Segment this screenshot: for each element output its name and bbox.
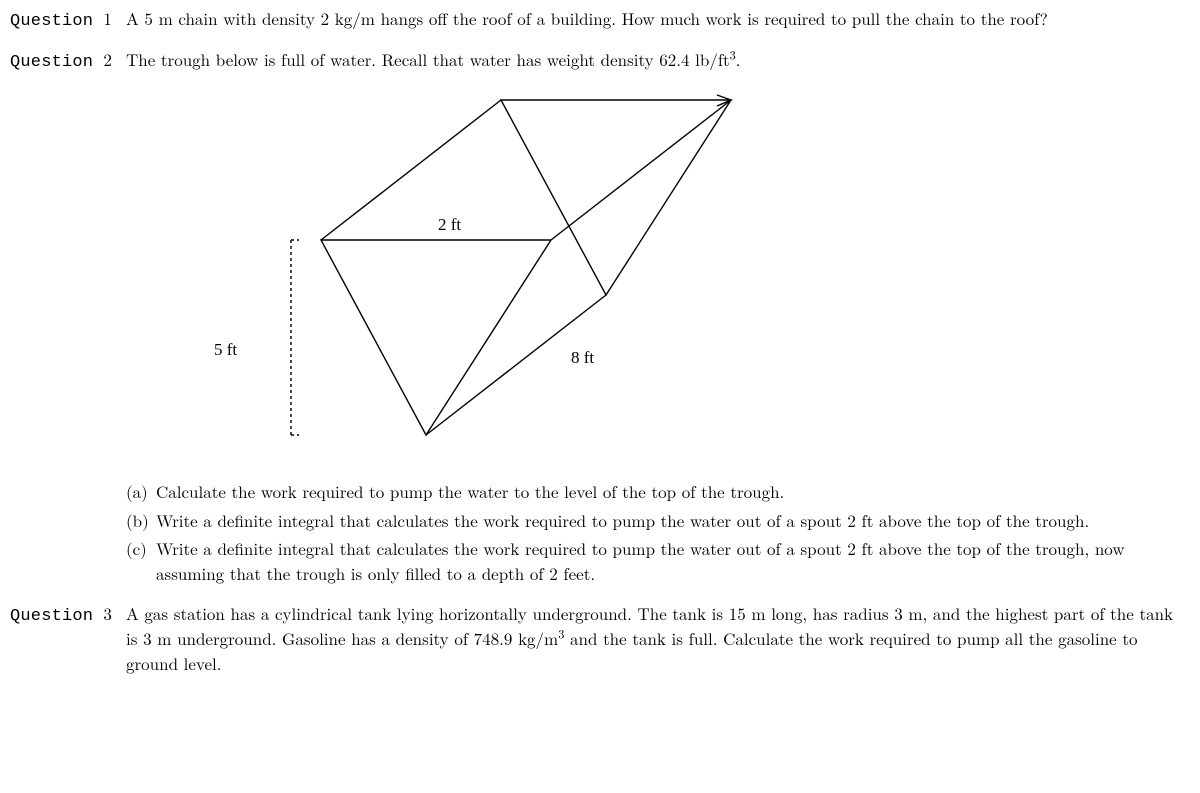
question-2-parts: (a) Calculate the work required to pump … [126, 479, 1190, 586]
question-label-text: Question [10, 607, 93, 626]
question-2-text-post: . [736, 47, 741, 71]
part-a-text: Calculate the work required to pump the … [156, 479, 1190, 504]
question-1: Question 1 A 5 m chain with density 2 kg… [10, 6, 1190, 35]
question-3-label: Question 3 [10, 601, 126, 675]
question-2-part-a: (a) Calculate the work required to pump … [126, 479, 1190, 504]
trough-diagram-container: 2 ft 5 ft 8 ft [176, 85, 1190, 461]
question-3-number: 3 [103, 601, 112, 625]
question-1-number: 1 [103, 6, 112, 30]
part-c-label: (c) [126, 536, 156, 585]
question-3-body: A gas station has a cylindrical tank lyi… [126, 601, 1190, 675]
question-2-body: The trough below is full of water. Recal… [126, 47, 1190, 590]
question-2-number: 2 [103, 47, 112, 71]
question-2-part-b: (b) Write a definite integral that calcu… [126, 508, 1190, 533]
diagram-label-5ft: 5 ft [214, 340, 237, 359]
question-2-part-c: (c) Write a definite integral that calcu… [126, 536, 1190, 585]
question-label-text: Question [10, 53, 93, 72]
question-2-label: Question 2 [10, 47, 126, 590]
question-1-label: Question 1 [10, 6, 126, 35]
diagram-label-2ft: 2 ft [438, 215, 461, 234]
part-a-label: (a) [126, 479, 156, 504]
question-label-text: Question [10, 12, 93, 31]
part-c-text: Write a definite integral that calculate… [156, 536, 1190, 585]
trough-diagram: 2 ft 5 ft 8 ft [176, 85, 736, 455]
question-2: Question 2 The trough below is full of w… [10, 47, 1190, 590]
diagram-label-8ft: 8 ft [571, 348, 594, 367]
part-b-label: (b) [126, 508, 156, 533]
question-2-text-pre: The trough below is full of water. Recal… [126, 47, 730, 71]
question-1-body: A 5 m chain with density 2 kg/m hangs of… [126, 6, 1190, 35]
part-b-text: Write a definite integral that calculate… [156, 508, 1190, 533]
question-3: Question 3 A gas station has a cylindric… [10, 601, 1190, 675]
